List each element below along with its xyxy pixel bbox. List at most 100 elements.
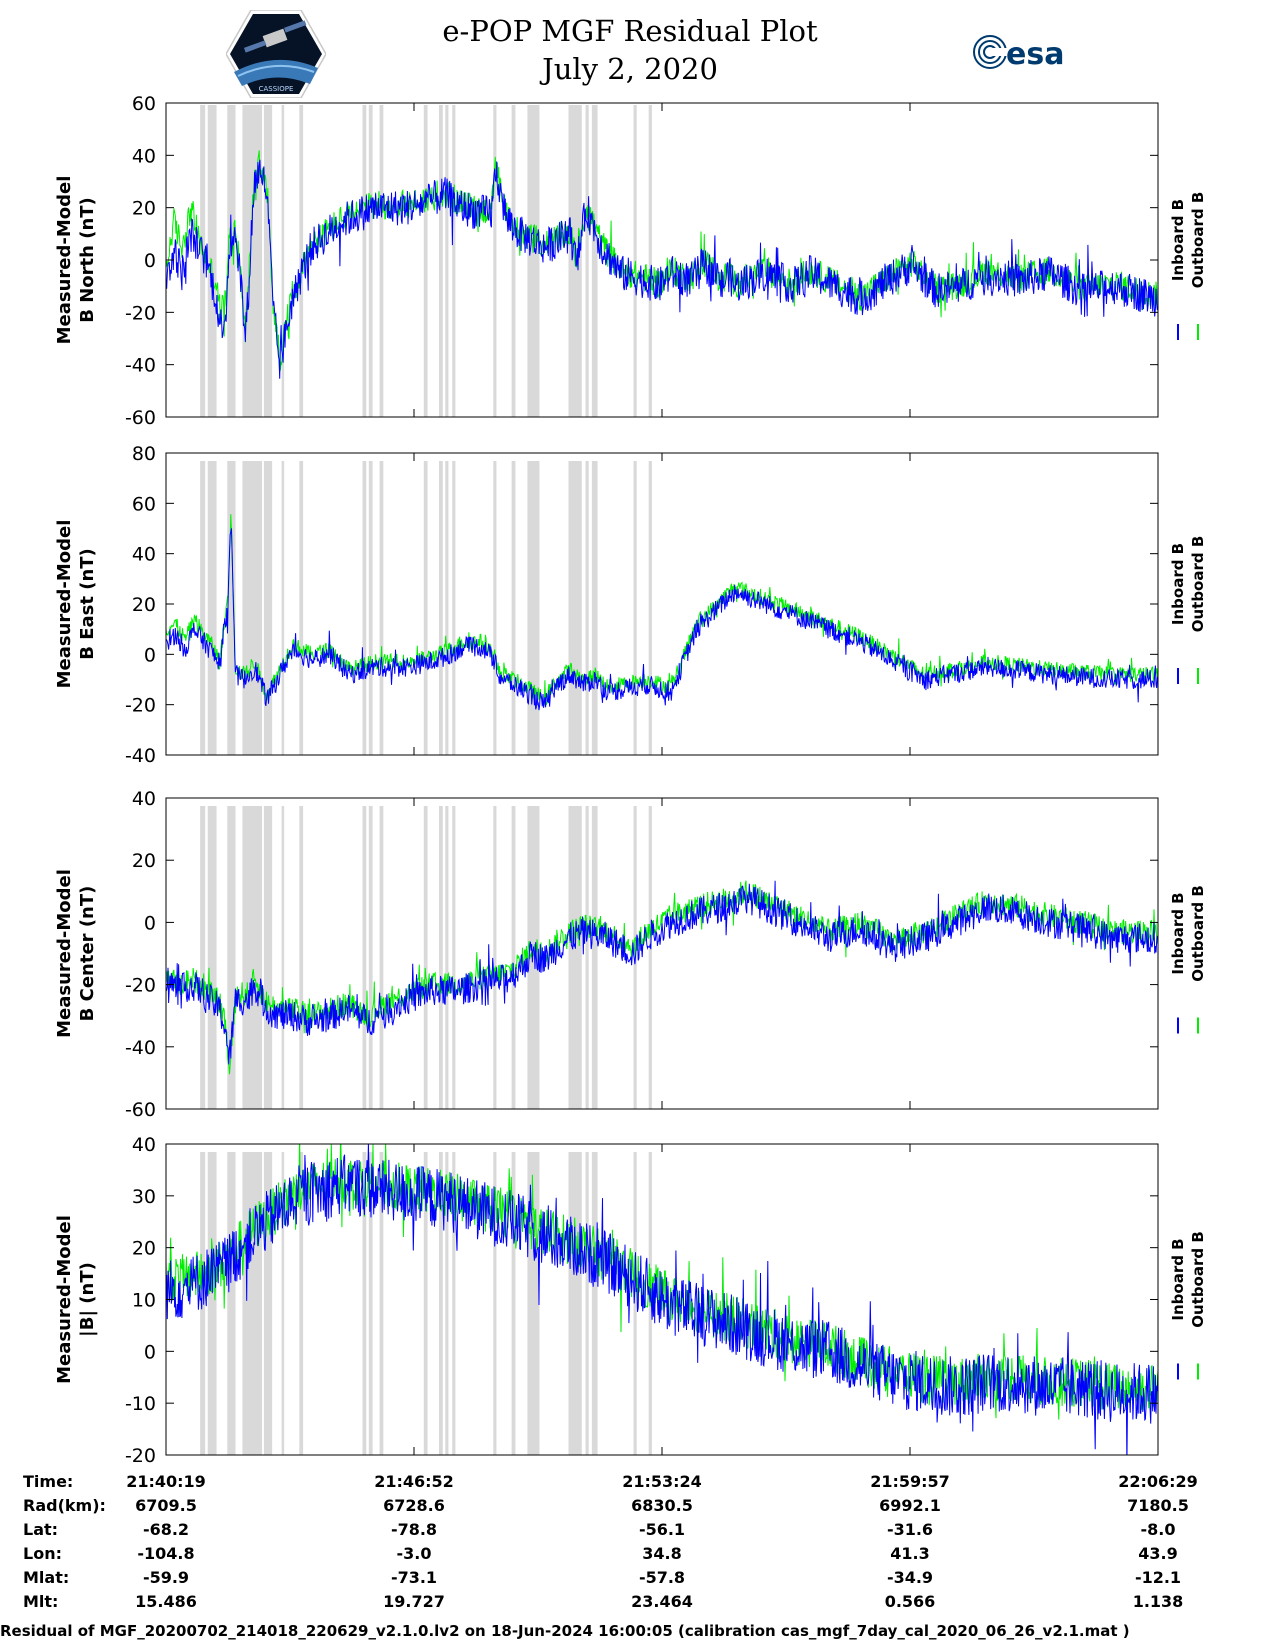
y-axis-label-line1: Measured-Model xyxy=(54,869,75,1038)
shaded-interval xyxy=(591,461,598,755)
annotation-value: 7180.5 xyxy=(1127,1496,1189,1515)
shaded-interval xyxy=(200,461,206,755)
annotation-value: 41.3 xyxy=(890,1544,929,1563)
annotation-value: 15.486 xyxy=(135,1592,197,1611)
shaded-interval xyxy=(379,1152,384,1455)
annotation-row-label: Mlt: xyxy=(23,1592,58,1611)
shaded-interval xyxy=(568,806,582,1109)
inboard-b-series xyxy=(166,528,1158,711)
shaded-interval xyxy=(423,1152,428,1455)
shaded-interval xyxy=(452,105,456,417)
shaded-interval xyxy=(207,806,217,1109)
shaded-interval xyxy=(200,1152,206,1455)
shaded-interval xyxy=(207,1152,217,1455)
y-tick-label: -60 xyxy=(125,407,156,429)
shaded-interval xyxy=(445,1152,449,1455)
shaded-interval xyxy=(281,105,285,417)
annotation-value: -34.9 xyxy=(887,1568,933,1587)
shaded-interval xyxy=(281,806,285,1109)
shaded-interval xyxy=(362,461,367,755)
shaded-interval xyxy=(438,105,443,417)
annotation-value: 21:46:52 xyxy=(374,1472,454,1491)
annotation-value: -12.1 xyxy=(1135,1568,1181,1587)
shaded-interval xyxy=(527,105,540,417)
y-tick-label: -10 xyxy=(125,1393,156,1415)
shaded-interval xyxy=(379,105,384,417)
annotation-value: -104.8 xyxy=(137,1544,194,1563)
shaded-interval xyxy=(445,806,449,1109)
annotation-value: 43.9 xyxy=(1138,1544,1177,1563)
shaded-interval xyxy=(585,1152,589,1455)
annotation-value: 19.727 xyxy=(383,1592,445,1611)
shaded-interval xyxy=(362,1152,367,1455)
shaded-interval xyxy=(368,105,373,417)
y-tick-label: -60 xyxy=(125,1099,156,1121)
annotation-value: -73.1 xyxy=(391,1568,437,1587)
y-tick-label: 80 xyxy=(132,443,156,465)
shaded-interval xyxy=(242,461,263,755)
annotation-value: 21:59:57 xyxy=(870,1472,950,1491)
shaded-interval xyxy=(591,806,598,1109)
y-tick-label: 40 xyxy=(132,1134,156,1156)
y-tick-label: -20 xyxy=(125,1445,156,1467)
annotation-value: 6728.6 xyxy=(383,1496,445,1515)
shaded-interval xyxy=(591,1152,598,1455)
annotation-value: -56.1 xyxy=(639,1520,685,1539)
shaded-interval xyxy=(648,461,652,755)
shaded-interval xyxy=(452,806,456,1109)
y-tick-label: 10 xyxy=(132,1290,156,1312)
shaded-interval xyxy=(379,806,384,1109)
legend-outboard-label: Outboard B xyxy=(1189,536,1207,633)
shaded-interval xyxy=(227,806,236,1109)
legend-outboard-label: Outboard B xyxy=(1189,1231,1207,1328)
legend: Inboard B Outboard B xyxy=(1169,1231,1207,1328)
y-tick-label: 40 xyxy=(132,145,156,167)
shaded-interval xyxy=(281,461,285,755)
y-tick-label: 40 xyxy=(132,788,156,810)
shaded-interval xyxy=(511,461,516,755)
outboard-b-series xyxy=(166,150,1158,372)
legend-inboard-label: Inboard B xyxy=(1169,543,1187,625)
y-tick-label: -40 xyxy=(125,1037,156,1059)
outboard-b-series xyxy=(166,514,1158,707)
shaded-interval xyxy=(511,1152,516,1455)
y-tick-label: 0 xyxy=(144,912,156,934)
annotation-value: 6709.5 xyxy=(135,1496,197,1515)
annotation-value: -68.2 xyxy=(143,1520,189,1539)
y-tick-label: -40 xyxy=(125,745,156,767)
shaded-interval xyxy=(452,1152,456,1455)
inboard-b-series xyxy=(166,1144,1158,1455)
annotation-value: 1.138 xyxy=(1133,1592,1184,1611)
shaded-interval xyxy=(445,105,449,417)
y-tick-label: 60 xyxy=(132,493,156,515)
y-tick-label: 20 xyxy=(132,198,156,220)
annotation-value: 34.8 xyxy=(642,1544,681,1563)
shaded-interval xyxy=(511,806,516,1109)
legend: Inboard B Outboard B xyxy=(1169,885,1207,982)
annotation-value: -59.9 xyxy=(143,1568,189,1587)
y-axis-label: Measured-Model B North (nT) xyxy=(54,176,98,345)
annotation-value: 21:53:24 xyxy=(622,1472,702,1491)
y-axis-label-line1: Measured-Model xyxy=(54,176,75,345)
shaded-interval xyxy=(207,461,217,755)
shaded-interval xyxy=(227,1152,236,1455)
legend: Inboard B Outboard B xyxy=(1169,536,1207,633)
panel-4: 40 30 20 10 0 -10 -20 Measured-Model |B| (nT) Inb… xyxy=(54,1134,1207,1467)
shaded-interval xyxy=(493,1152,497,1455)
y-axis-label-line2: B North (nT) xyxy=(77,197,98,323)
annotation-value: 21:40:19 xyxy=(126,1472,206,1491)
shaded-interval xyxy=(438,1152,443,1455)
annotation-value: -3.0 xyxy=(397,1544,432,1563)
legend: Inboard B Outboard B xyxy=(1169,192,1207,289)
annotation-value: -57.8 xyxy=(639,1568,685,1587)
y-axis-label-line1: Measured-Model xyxy=(54,520,75,689)
panel-1: 60 40 20 0 -20 -40 -60 Measured-Model B North (n… xyxy=(54,93,1207,429)
shaded-interval xyxy=(527,1152,540,1455)
shaded-interval xyxy=(379,461,384,755)
shaded-interval xyxy=(423,461,428,755)
y-tick-label: 0 xyxy=(144,644,156,666)
shaded-interval xyxy=(585,806,589,1109)
y-tick-label: 40 xyxy=(132,544,156,566)
shaded-interval xyxy=(299,1152,304,1455)
shaded-interval xyxy=(299,806,304,1109)
